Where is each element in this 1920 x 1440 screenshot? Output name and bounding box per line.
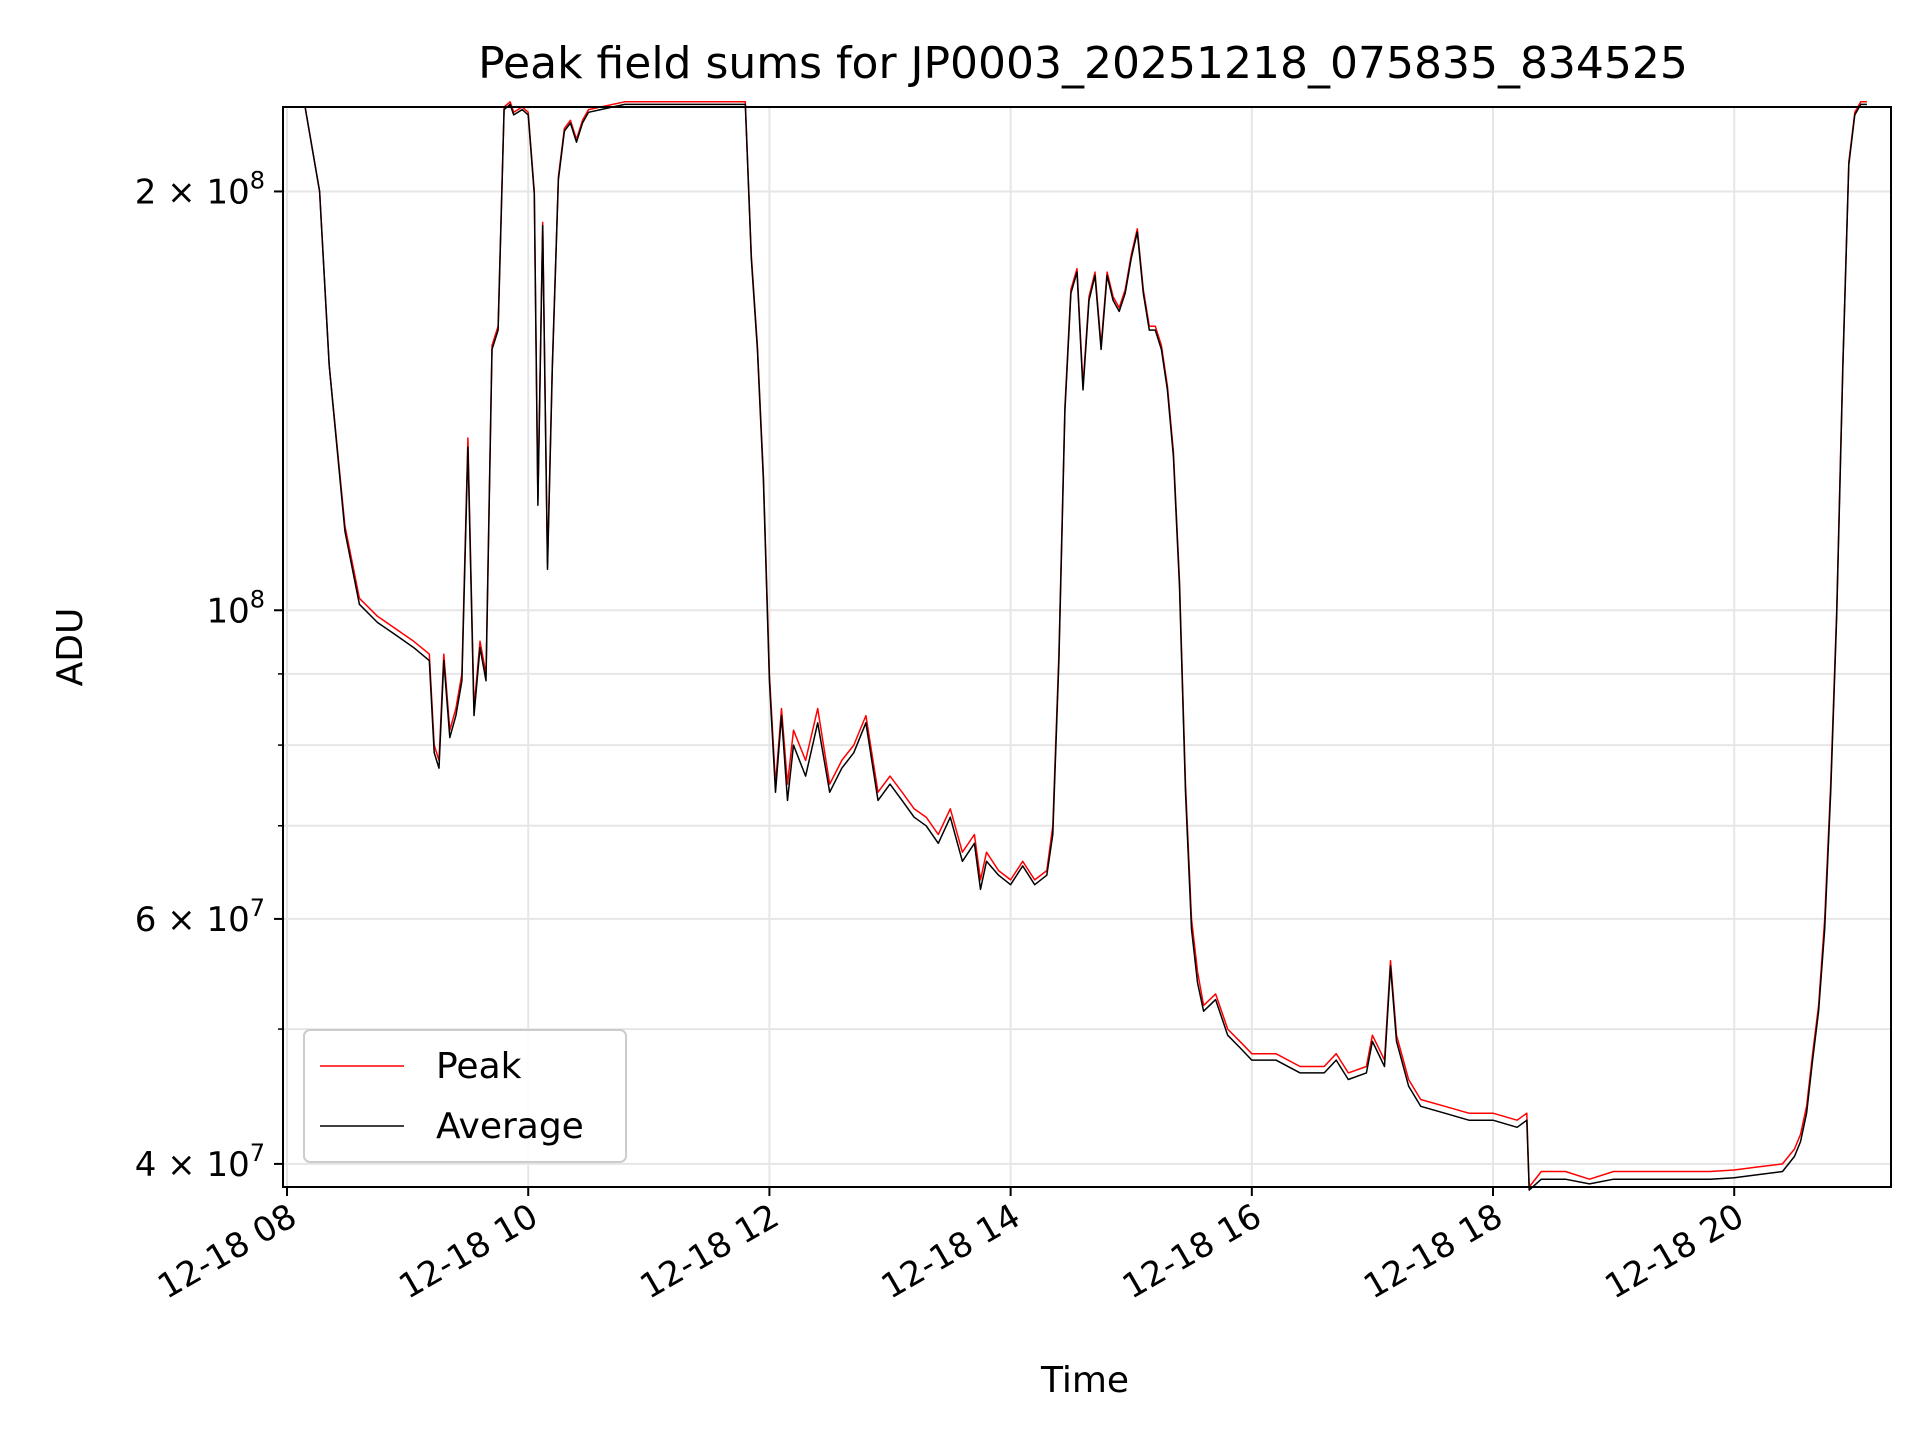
legend-average-label: Average [436, 1106, 584, 1147]
series-line-average [284, 103, 1867, 1191]
x-axis-label: Time [1040, 1360, 1129, 1401]
y-tick-label: 2 × 108 [135, 166, 265, 212]
legend-box [303, 1029, 627, 1163]
y-axis: 4 × 107 6 × 107 108 2 × 108 [135, 166, 283, 1185]
grid [283, 107, 1891, 1187]
y-tick-label: 4 × 107 [135, 1139, 265, 1185]
legend-peak-label: Peak [436, 1046, 522, 1087]
plot-frame [282, 106, 1892, 1188]
legend: Peak Average [303, 1029, 627, 1163]
y-tick-label: 108 [206, 585, 265, 631]
chart-title: Peak field sums for JP0003_20251218_0758… [478, 38, 1688, 89]
y-tick-label: 6 × 107 [135, 894, 265, 940]
y-axis-label: ADU [50, 608, 91, 687]
